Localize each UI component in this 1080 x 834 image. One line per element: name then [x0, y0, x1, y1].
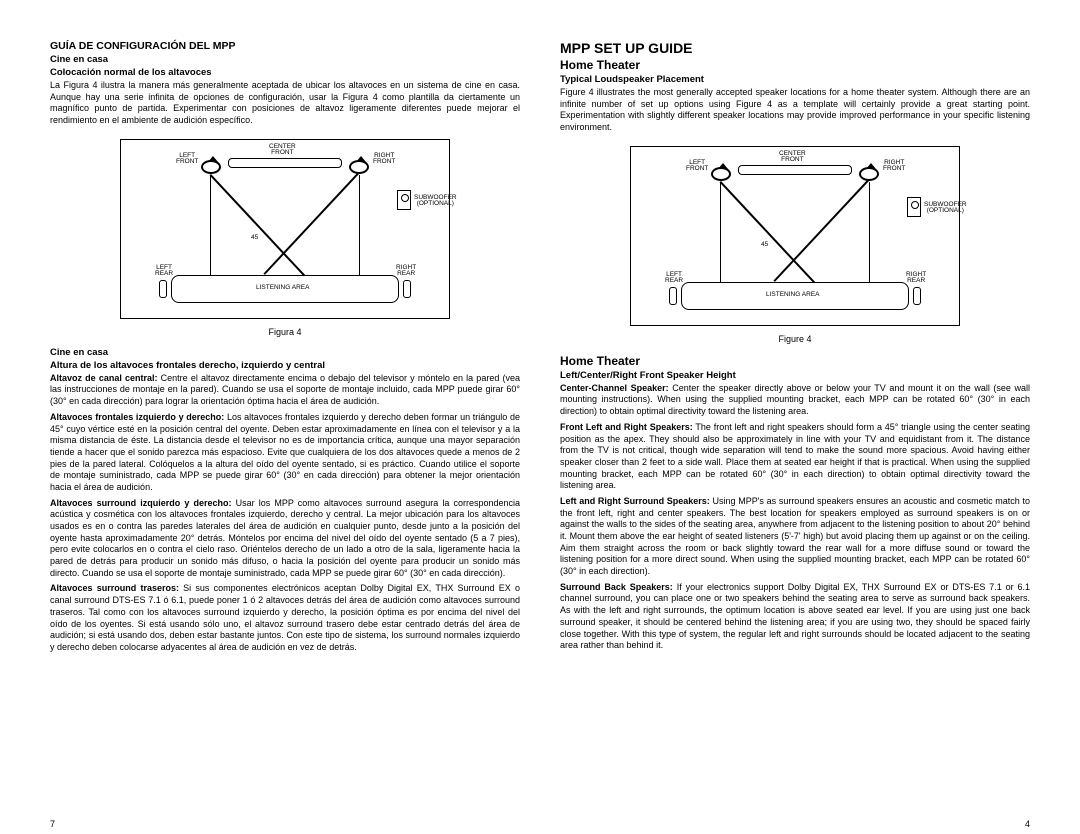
right-para1: Figure 4 illustrates the most generally … — [560, 87, 1030, 134]
left-para4: Altavoces surround izquierdo y derecho: … — [50, 498, 520, 580]
left-para5: Altavoces surround traseros: Si sus comp… — [50, 583, 520, 653]
figure-right: CENTERFRONT LEFTFRONT RIGHTFRONT SUBWOOF… — [630, 146, 960, 326]
left-title: GUÍA DE CONFIGURACIÓN DEL MPP — [50, 40, 520, 52]
right-title: MPP SET UP GUIDE — [560, 40, 1030, 56]
fig-lbl-center: CENTERFRONT — [269, 144, 296, 157]
left-page: GUÍA DE CONFIGURACIÓN DEL MPP Cine en ca… — [30, 40, 540, 814]
fig2-lbl-lr: LEFTREAR — [665, 272, 683, 285]
fig-angle: 45 — [251, 235, 258, 242]
fig-sp-lr — [159, 280, 167, 298]
right-para4: Left and Right Surround Speakers: Using … — [560, 496, 1030, 578]
fig-tv — [228, 158, 342, 168]
fig2-lbl-lf: LEFTFRONT — [686, 160, 708, 173]
right-para2: Center-Channel Speaker: Center the speak… — [560, 383, 1030, 418]
left-fig-caption: Figura 4 — [50, 327, 520, 337]
fig-lbl-lr: LEFTREAR — [155, 265, 173, 278]
left-section1b: Colocación normal de los altavoces — [50, 67, 520, 78]
right-para3: Front Left and Right Speakers: The front… — [560, 422, 1030, 492]
right-section1: Typical Loudspeaker Placement — [560, 74, 1030, 85]
fig-lbl-listen: LISTENING AREA — [256, 285, 309, 292]
fig-lbl-rf: RIGHTFRONT — [373, 153, 395, 166]
fig2-lbl-rf: RIGHTFRONT — [883, 160, 905, 173]
right-section2: Left/Center/Right Front Speaker Height — [560, 370, 1030, 381]
right-para5: Surround Back Speakers: If your electron… — [560, 582, 1030, 652]
fig2-lbl-center: CENTERFRONT — [779, 151, 806, 164]
right-page: MPP SET UP GUIDE Home Theater Typical Lo… — [540, 40, 1050, 814]
left-section1: Cine en casa — [50, 54, 520, 65]
fig2-vlines — [720, 182, 870, 282]
fig-sp-lf — [201, 160, 221, 174]
fig2-sp-rf — [859, 167, 879, 181]
fig-vlines — [210, 175, 360, 275]
right-subtitle1: Home Theater — [560, 58, 1030, 72]
left-para2: Altavoz de canal central: Centre el alta… — [50, 373, 520, 408]
fig-lbl-rr: RIGHTREAR — [396, 265, 416, 278]
fig2-lbl-sub: SUBWOOFER(OPTIONAL) — [924, 202, 967, 215]
right-subtitle2: Home Theater — [560, 354, 1030, 368]
fig2-sp-lr — [669, 287, 677, 305]
fig-lbl-sub: SUBWOOFER(OPTIONAL) — [414, 195, 457, 208]
fig2-angle: 45 — [761, 242, 768, 249]
fig-sp-rr — [403, 280, 411, 298]
left-para1: La Figura 4 ilustra la manera más genera… — [50, 80, 520, 127]
right-fig-caption: Figure 4 — [560, 334, 1030, 344]
left-para3: Altavoces frontales izquierdo y derecho:… — [50, 412, 520, 494]
left-page-num: 7 — [50, 819, 55, 829]
fig2-lbl-rr: RIGHTREAR — [906, 272, 926, 285]
figure-left: CENTERFRONT LEFTFRONT RIGHTFRONT SUBWOOF… — [120, 139, 450, 319]
fig2-sp-rr — [913, 287, 921, 305]
fig-sub — [397, 190, 411, 210]
left-section2a: Cine en casa — [50, 347, 520, 358]
fig2-sp-lf — [711, 167, 731, 181]
fig2-sub — [907, 197, 921, 217]
fig-lbl-lf: LEFTFRONT — [176, 153, 198, 166]
right-page-num: 4 — [1025, 819, 1030, 829]
left-section2b: Altura de los altavoces frontales derech… — [50, 360, 520, 371]
fig2-lbl-listen: LISTENING AREA — [766, 292, 819, 299]
fig2-tv — [738, 165, 852, 175]
fig-sp-rf — [349, 160, 369, 174]
